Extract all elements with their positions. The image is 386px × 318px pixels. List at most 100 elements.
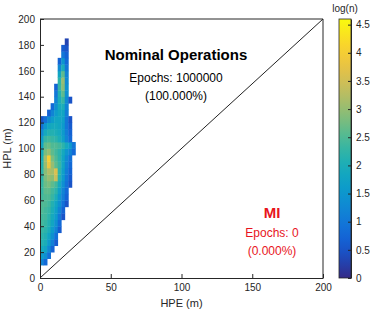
density-cell [61, 116, 65, 123]
tick-mark [348, 165, 351, 166]
density-cell [58, 207, 62, 214]
density-cell [68, 161, 72, 168]
density-cell [44, 239, 48, 246]
plot-area [40, 19, 323, 278]
density-cell [68, 155, 72, 162]
density-cell [44, 259, 48, 266]
tick: 50 [106, 274, 118, 293]
density-cell [65, 174, 69, 181]
density-cell [44, 213, 48, 220]
density-cell [47, 110, 51, 117]
axis-line [41, 278, 324, 279]
density-cell [58, 142, 62, 149]
density-cell [54, 97, 58, 104]
density-cell [68, 97, 72, 104]
density-cell [58, 97, 62, 104]
tick-mark [40, 278, 44, 279]
density-cell [58, 116, 62, 123]
y-axis-label: HPL (m) [1, 128, 13, 169]
tick-label: 0.5 [356, 245, 370, 256]
tick-mark [252, 274, 253, 278]
tick: 80 [24, 169, 44, 180]
tick-mark [40, 200, 44, 201]
density-cell [61, 168, 65, 175]
density-cell [58, 129, 62, 136]
density-cell [61, 129, 65, 136]
density-cell [44, 207, 48, 214]
density-cell [58, 58, 62, 65]
tick-label: 4.5 [356, 19, 370, 30]
density-cell [44, 220, 48, 227]
density-cell [47, 161, 51, 168]
density-cell [58, 168, 62, 175]
density-cell [47, 123, 51, 130]
x-axis: 050100150200 [38, 274, 333, 293]
density-cell [61, 181, 65, 188]
tick-mark [348, 53, 351, 54]
tick: 60 [24, 195, 44, 206]
density-cell [65, 103, 69, 110]
density-cell [51, 168, 55, 175]
density-cell [58, 194, 62, 201]
density-cell [65, 168, 69, 175]
density-cell [54, 90, 58, 97]
density-cell [47, 168, 51, 175]
tick-mark [40, 123, 44, 124]
tick: 1.5 [348, 188, 370, 199]
density-cell [44, 187, 48, 194]
density-cell [51, 155, 55, 162]
density-cell [51, 194, 55, 201]
tick-label: 120 [18, 117, 35, 128]
density-cell [68, 168, 72, 175]
tick-mark [40, 97, 44, 98]
density-cell [47, 136, 51, 143]
density-cell [47, 239, 51, 246]
density-cell [65, 45, 69, 52]
tick: 200 [315, 274, 332, 293]
density-cell [54, 84, 58, 91]
tick-label: 1.5 [356, 188, 370, 199]
density-cell [54, 161, 58, 168]
density-cell [61, 149, 65, 156]
density-cell [47, 142, 51, 149]
tick: 2 [348, 160, 362, 171]
density-cell [44, 161, 48, 168]
tick-mark [348, 222, 351, 223]
density-cell [65, 38, 69, 45]
axis-line [351, 20, 352, 279]
density-cell [61, 64, 65, 71]
density-cell [61, 45, 65, 52]
density-cell [61, 103, 65, 110]
density-cell [58, 123, 62, 130]
tick: 100 [174, 274, 191, 293]
annotation: (0.000%) [248, 244, 297, 258]
density-cell [54, 207, 58, 214]
tick-mark [40, 45, 44, 46]
density-cell [47, 129, 51, 136]
density-cell [68, 181, 72, 188]
tick-label: 3.5 [356, 76, 370, 87]
annotation: MI [264, 204, 281, 221]
density-cell [65, 194, 69, 201]
density-cell [47, 213, 51, 220]
colorbar-axis: 00.511.522.533.544.5 [348, 19, 370, 283]
density-cell [61, 51, 65, 58]
density-cell [47, 149, 51, 156]
tick: 0 [29, 273, 44, 284]
colorbar-label: log(n) [332, 3, 358, 14]
tick-label: 0 [38, 282, 44, 293]
density-cell [44, 252, 48, 259]
tick-label: 140 [18, 91, 35, 102]
density-cell [58, 174, 62, 181]
density-cell [51, 129, 55, 136]
tick-mark [40, 71, 44, 72]
tick: 140 [18, 91, 44, 102]
tick: 3.5 [348, 76, 370, 87]
density-cell [47, 200, 51, 207]
tick: 4 [348, 47, 362, 58]
density-cell [58, 90, 62, 97]
tick-label: 40 [24, 221, 36, 232]
density-cell [51, 123, 55, 130]
density-cell [51, 142, 55, 149]
density-cell [68, 123, 72, 130]
